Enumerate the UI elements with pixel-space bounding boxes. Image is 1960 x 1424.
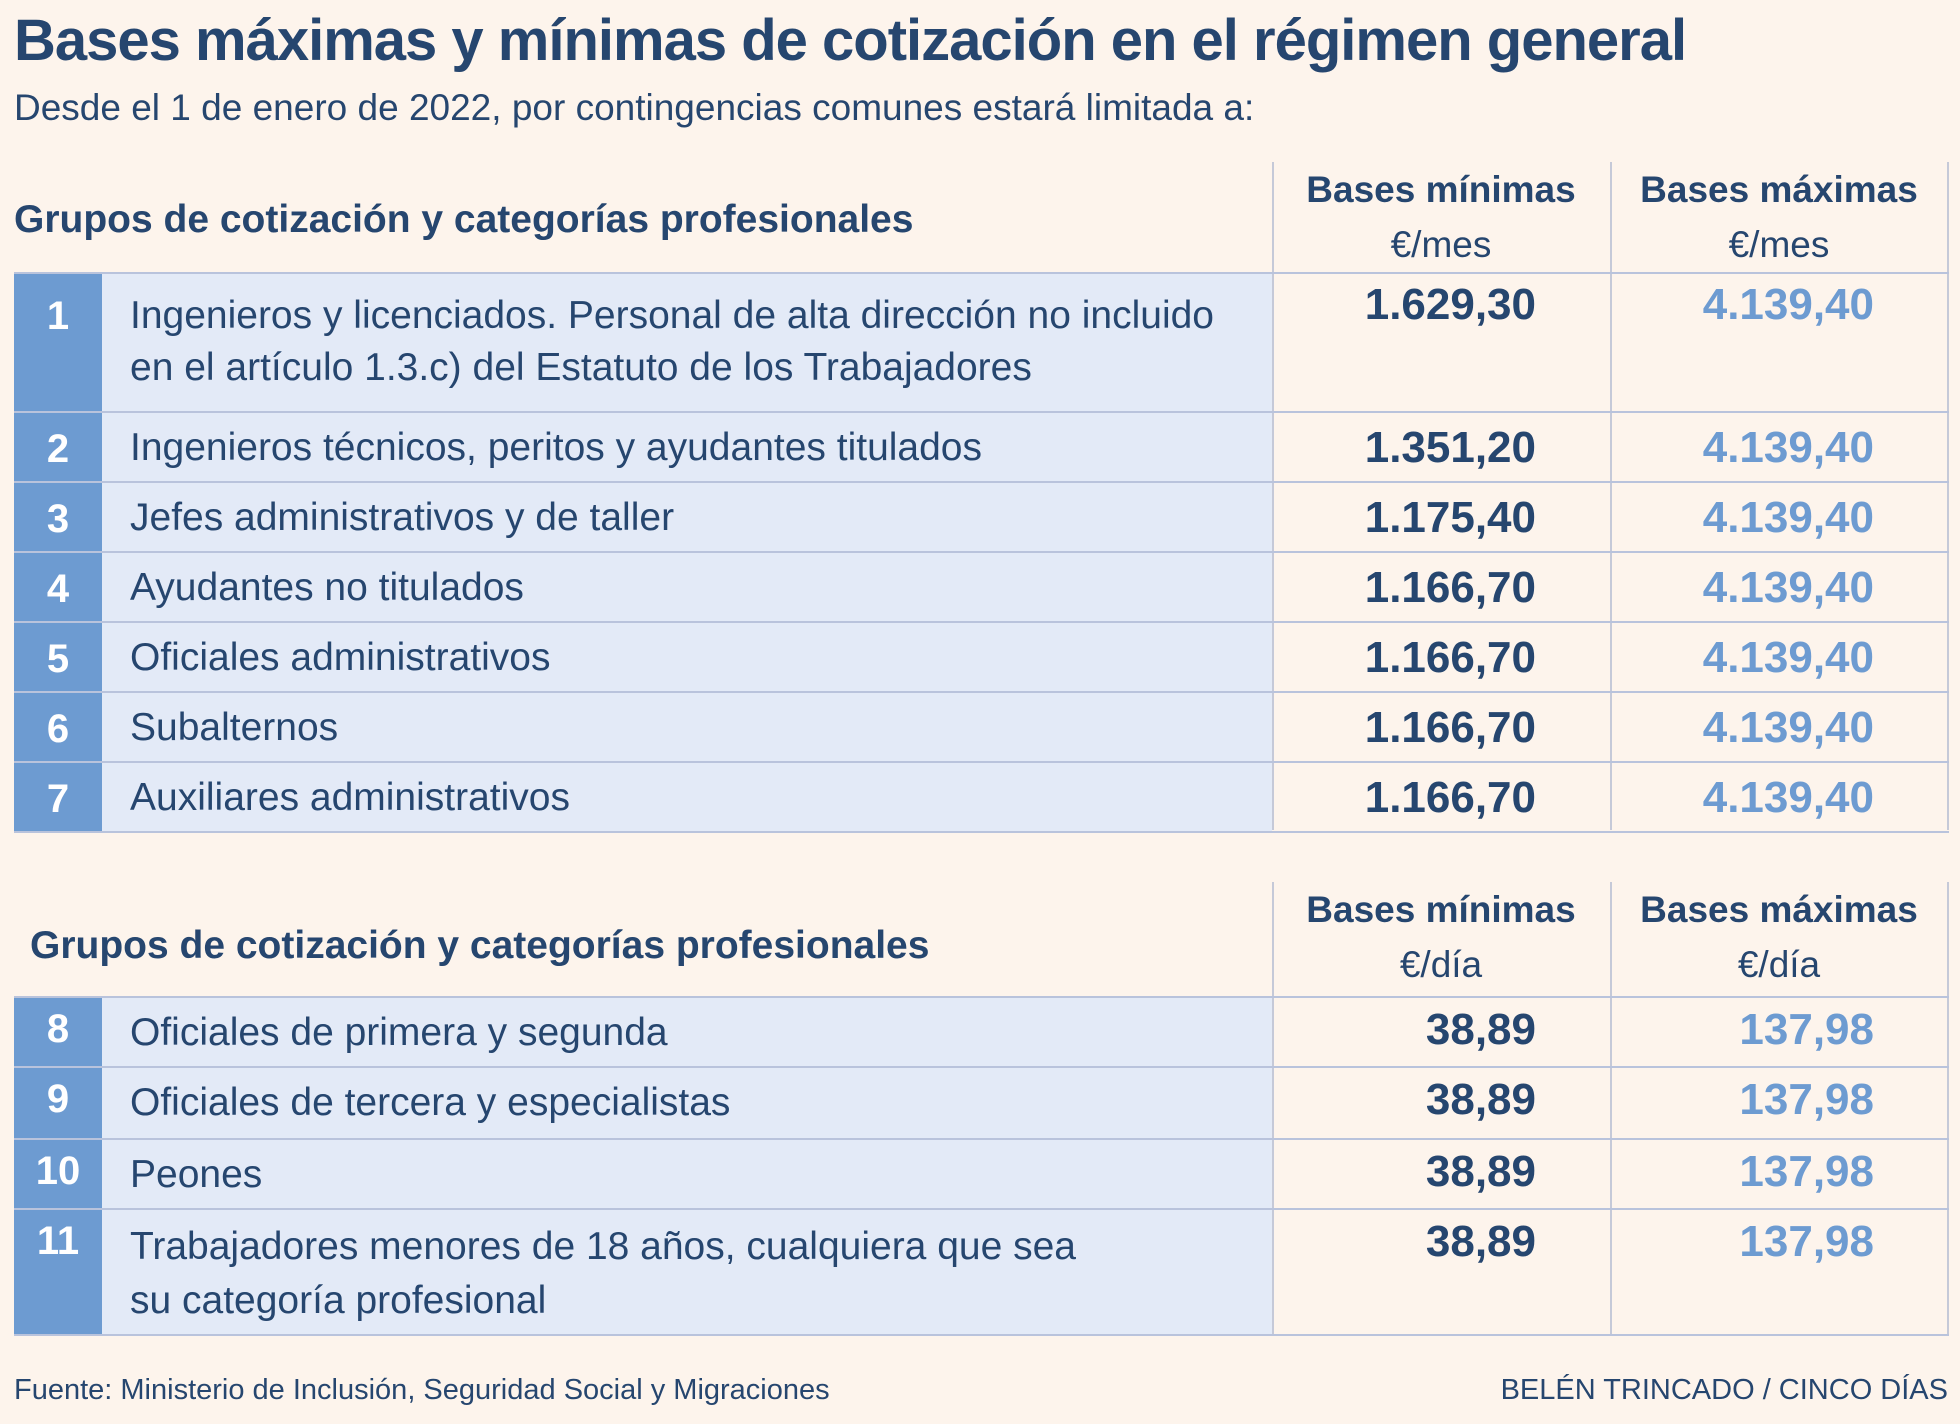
base-max-value: 4.139,40 — [1702, 493, 1874, 542]
base-min-value: 38,89 — [1425, 1147, 1536, 1196]
base-min-value: 38,89 — [1425, 1075, 1536, 1124]
base-max-value: 137,98 — [1739, 1217, 1874, 1266]
base-min-value: 1.175,40 — [1364, 493, 1536, 542]
column-divider — [1272, 882, 1274, 1334]
group-description: Ayudantes no titulados — [102, 553, 1272, 621]
group-description-line: Peones — [130, 1153, 263, 1196]
group-description-line: Ayudantes no titulados — [130, 566, 524, 609]
group-number: 10 — [14, 1140, 102, 1208]
base-min-value: 1.351,20 — [1364, 423, 1536, 472]
table-daily-header: Grupos de cotización y categorías profes… — [14, 882, 1949, 992]
author-credit: BELÉN TRINCADO / CINCO DÍAS — [1500, 1374, 1948, 1406]
col-max-title: Bases máximas — [1640, 169, 1918, 210]
table-monthly: Grupos de cotización y categorías profes… — [14, 162, 1949, 833]
group-description: Subalternos — [102, 693, 1272, 761]
group-description: Jefes administrativos y de taller — [102, 483, 1272, 551]
base-min-value: 38,89 — [1425, 1005, 1536, 1054]
base-max-value: 4.139,40 — [1702, 563, 1874, 612]
col-header-min-monthly: Bases mínimas €/mes — [1272, 162, 1610, 272]
base-max-value: 137,98 — [1739, 1005, 1874, 1054]
base-min-value: 1.166,70 — [1364, 633, 1536, 682]
column-divider — [1610, 882, 1612, 1334]
group-number: 7 — [14, 763, 102, 831]
group-number: 6 — [14, 693, 102, 761]
group-description: Oficiales de primera y segunda — [102, 998, 1272, 1066]
group-number: 2 — [14, 413, 102, 481]
group-description-line: Ingenieros técnicos, peritos y ayudantes… — [130, 426, 983, 469]
table-row: 11 Trabajadores menores de 18 años, cual… — [14, 1208, 1949, 1336]
table-monthly-heading: Grupos de cotización y categorías profes… — [14, 198, 914, 241]
base-max-value: 4.139,40 — [1702, 773, 1874, 822]
base-min-value: 1.629,30 — [1364, 280, 1536, 329]
table-daily-heading: Grupos de cotización y categorías profes… — [30, 924, 930, 967]
group-description: Ingenieros técnicos, peritos y ayudantes… — [102, 413, 1272, 481]
table-monthly-header: Grupos de cotización y categorías profes… — [14, 162, 1949, 272]
table-row: 10 Peones 38,89 137,98 — [14, 1138, 1949, 1208]
group-number: 4 — [14, 553, 102, 621]
base-min-value: 1.166,70 — [1364, 703, 1536, 752]
table-row: 8 Oficiales de primera y segunda 38,89 1… — [14, 996, 1949, 1066]
group-description: Oficiales administrativos — [102, 623, 1272, 691]
column-divider — [1610, 162, 1612, 830]
group-description-line: Oficiales de primera y segunda — [130, 1011, 668, 1054]
group-number: 1 — [14, 274, 102, 411]
base-max-value: 137,98 — [1739, 1147, 1874, 1196]
source-note: Fuente: Ministerio de Inclusión, Segurid… — [14, 1374, 830, 1406]
group-description-line: Oficiales de tercera y especialistas — [130, 1081, 731, 1124]
page-subtitle: Desde el 1 de enero de 2022, por conting… — [14, 87, 1255, 128]
col-max-title: Bases máximas — [1640, 889, 1918, 930]
base-max-value: 4.139,40 — [1702, 423, 1874, 472]
group-number: 9 — [14, 1068, 102, 1138]
column-divider — [1947, 162, 1949, 830]
group-description-line: Ingenieros y licenciados. Personal de al… — [130, 294, 1214, 337]
table-row: 2 Ingenieros técnicos, peritos y ayudant… — [14, 411, 1949, 481]
col-min-title: Bases mínimas — [1306, 169, 1576, 210]
group-number: 3 — [14, 483, 102, 551]
group-description: Oficiales de tercera y especialistas — [102, 1068, 1272, 1138]
table-row: 4 Ayudantes no titulados 1.166,70 4.139,… — [14, 551, 1949, 621]
group-description-line: Jefes administrativos y de taller — [130, 496, 675, 539]
group-number: 5 — [14, 623, 102, 691]
group-description-line: Subalternos — [130, 706, 339, 749]
base-min-value: 1.166,70 — [1364, 773, 1536, 822]
group-description-line: Oficiales administrativos — [130, 636, 551, 679]
group-description: Trabajadores menores de 18 años, cualqui… — [102, 1210, 1272, 1334]
base-max-value: 137,98 — [1739, 1075, 1874, 1124]
group-description: Peones — [102, 1140, 1272, 1208]
col-min-unit: €/mes — [1390, 224, 1492, 265]
col-max-unit: €/mes — [1728, 224, 1830, 265]
group-description: Ingenieros y licenciados. Personal de al… — [102, 274, 1272, 411]
column-divider — [1272, 162, 1274, 830]
col-min-unit: €/día — [1399, 944, 1483, 985]
table-row: 1 Ingenieros y licenciados. Personal de … — [14, 272, 1949, 411]
group-description-line: en el artículo 1.3.c) del Estatuto de lo… — [130, 346, 1032, 389]
table-row: 6 Subalternos 1.166,70 4.139,40 — [14, 691, 1949, 761]
col-header-min-daily: Bases mínimas €/día — [1272, 882, 1610, 992]
group-description-line: Auxiliares administrativos — [130, 776, 570, 819]
table-row: 5 Oficiales administrativos 1.166,70 4.1… — [14, 621, 1949, 691]
group-number: 11 — [14, 1210, 102, 1334]
table-row: 7 Auxiliares administrativos 1.166,70 4.… — [14, 761, 1949, 833]
base-max-value: 4.139,40 — [1702, 280, 1874, 329]
base-min-value: 1.166,70 — [1364, 563, 1536, 612]
column-divider — [1947, 882, 1949, 1334]
table-row: 3 Jefes administrativos y de taller 1.17… — [14, 481, 1949, 551]
col-max-unit: €/día — [1737, 944, 1821, 985]
table-daily: Grupos de cotización y categorías profes… — [14, 882, 1949, 1336]
group-description-line: Trabajadores menores de 18 años, cualqui… — [130, 1225, 1076, 1268]
base-max-value: 4.139,40 — [1702, 633, 1874, 682]
group-description-line: su categoría profesional — [130, 1279, 547, 1322]
col-header-max-monthly: Bases máximas €/mes — [1610, 162, 1948, 272]
page-title: Bases máximas y mínimas de cotización en… — [14, 8, 1687, 73]
base-max-value: 4.139,40 — [1702, 703, 1874, 752]
table-row: 9 Oficiales de tercera y especialistas 3… — [14, 1066, 1949, 1138]
col-header-max-daily: Bases máximas €/día — [1610, 882, 1948, 992]
col-min-title: Bases mínimas — [1306, 889, 1576, 930]
base-min-value: 38,89 — [1425, 1217, 1536, 1266]
group-number: 8 — [14, 998, 102, 1066]
group-description: Auxiliares administrativos — [102, 763, 1272, 831]
